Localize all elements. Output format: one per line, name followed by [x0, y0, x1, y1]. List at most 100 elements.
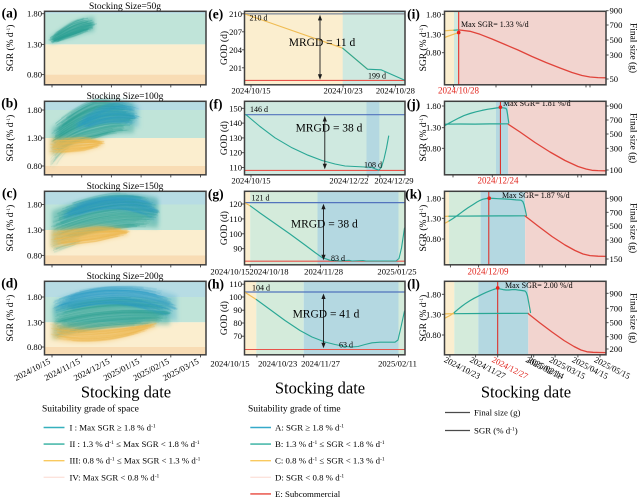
svg-text:Final size (g): Final size (g) [474, 408, 520, 418]
svg-text:1.80: 1.80 [426, 101, 441, 111]
svg-text:210: 210 [229, 9, 242, 19]
svg-text:MRGD = 38 d: MRGD = 38 d [296, 123, 363, 135]
svg-text:Final size (g): Final size (g) [628, 23, 638, 73]
svg-text:(i): (i) [407, 6, 420, 21]
svg-text:SGR (% d-1): SGR (% d-1) [5, 115, 16, 162]
svg-text:A: SGR ≥ 1.8 % d-1: A: SGR ≥ 1.8 % d-1 [275, 423, 344, 433]
svg-text:2024/10/28: 2024/10/28 [376, 86, 415, 96]
svg-text:110: 110 [229, 279, 242, 289]
svg-text:63 d: 63 d [339, 341, 353, 350]
svg-text:Max SGR= 2.00 %/d: Max SGR= 2.00 %/d [505, 281, 573, 290]
svg-text:2024/10/15: 2024/10/15 [210, 359, 249, 369]
svg-text:SGR (% d-1): SGR (% d-1) [418, 25, 429, 72]
svg-text:Stocking Size=50g: Stocking Size=50g [89, 2, 161, 12]
svg-text:2024/12/22: 2024/12/22 [329, 176, 368, 186]
svg-text:Stocking date: Stocking date [481, 382, 571, 401]
svg-text:900: 900 [610, 288, 623, 298]
svg-text:I : Max SGR ≥ 1.8 % d-1: I : Max SGR ≥ 1.8 % d-1 [70, 423, 156, 433]
svg-text:2024/10/23: 2024/10/23 [258, 359, 297, 369]
svg-text:0.80: 0.80 [27, 70, 42, 80]
svg-text:III: 0.8 % d-1 ≤ Max SGR < 1.3: III: 0.8 % d-1 ≤ Max SGR < 1.3 % d-1 [70, 456, 201, 466]
svg-text:0.80: 0.80 [27, 250, 42, 260]
svg-text:1.80: 1.80 [426, 289, 441, 299]
svg-text:Final size (g): Final size (g) [628, 203, 638, 253]
svg-text:2024/11/28: 2024/11/28 [304, 267, 343, 277]
svg-text:Max SGR= 1.87 %/d: Max SGR= 1.87 %/d [502, 191, 570, 200]
svg-text:GOD (d): GOD (d) [219, 211, 230, 245]
svg-text:SGR (% d-1): SGR (% d-1) [474, 426, 518, 436]
svg-text:2024/12/29: 2024/12/29 [374, 176, 413, 186]
svg-text:1.80: 1.80 [27, 105, 42, 115]
svg-text:GOD (d): GOD (d) [219, 121, 230, 155]
svg-text:2025/02/11: 2025/02/11 [378, 359, 417, 369]
svg-text:1.80: 1.80 [27, 200, 42, 210]
svg-text:SGR (% d-1): SGR (% d-1) [418, 295, 429, 342]
svg-text:1.30: 1.30 [426, 213, 441, 223]
svg-text:207: 207 [229, 27, 243, 37]
svg-text:SGR (% d-1): SGR (% d-1) [418, 115, 429, 162]
svg-text:120: 120 [229, 148, 242, 158]
svg-text:104 d: 104 d [252, 283, 270, 292]
svg-text:1.30: 1.30 [27, 39, 42, 49]
svg-text:2024/10/28: 2024/10/28 [438, 85, 480, 95]
svg-text:(j): (j) [407, 96, 421, 111]
svg-text:121 d: 121 d [252, 194, 270, 203]
svg-text:Stocking Size=200g: Stocking Size=200g [87, 272, 164, 282]
svg-text:100: 100 [229, 292, 242, 302]
svg-text:0.80: 0.80 [426, 234, 441, 244]
svg-text:204: 204 [229, 45, 243, 55]
svg-text:700: 700 [610, 115, 623, 125]
svg-text:Max SGR= 1.33 %/d: Max SGR= 1.33 %/d [461, 20, 529, 29]
svg-text:(l): (l) [407, 276, 420, 291]
svg-text:B: 1.3 % d-1 ≤ SGR < 1.8 % d-1: B: 1.3 % d-1 ≤ SGR < 1.8 % d-1 [275, 439, 385, 449]
svg-text:140: 140 [229, 118, 242, 128]
svg-text:SGR (% d-1): SGR (% d-1) [418, 205, 429, 252]
svg-text:(d): (d) [1, 275, 18, 290]
svg-text:0.80: 0.80 [27, 342, 42, 352]
svg-text:83 d: 83 d [331, 254, 345, 263]
svg-text:199 d: 199 d [368, 71, 386, 80]
svg-text:90: 90 [233, 244, 242, 254]
svg-text:0.80: 0.80 [27, 161, 42, 171]
svg-text:Stocking date: Stocking date [275, 379, 365, 398]
svg-text:110: 110 [229, 214, 242, 224]
svg-text:210 d: 210 d [250, 13, 268, 22]
svg-text:Stocking Size=150g: Stocking Size=150g [87, 182, 164, 192]
svg-text:1.80: 1.80 [426, 193, 441, 203]
svg-text:Max SGR= 1.81 %/d: Max SGR= 1.81 %/d [503, 99, 571, 108]
svg-text:(e): (e) [208, 6, 223, 21]
svg-text:500: 500 [610, 318, 623, 328]
svg-text:IV: Max SGR < 0.8 % d-1: IV: Max SGR < 0.8 % d-1 [70, 472, 160, 482]
svg-text:MRGD = 11 d: MRGD = 11 d [289, 37, 356, 49]
svg-text:(f): (f) [209, 96, 223, 111]
svg-text:1.80: 1.80 [426, 9, 441, 19]
svg-text:(b): (b) [1, 95, 18, 110]
svg-text:1.80: 1.80 [27, 9, 42, 19]
svg-text:SGR (% d-1): SGR (% d-1) [5, 25, 16, 72]
svg-text:900: 900 [610, 6, 623, 16]
svg-text:1.30: 1.30 [27, 225, 42, 235]
svg-text:100: 100 [610, 165, 623, 175]
svg-text:1.30: 1.30 [426, 309, 441, 319]
svg-text:Stocking Size=100g: Stocking Size=100g [87, 92, 164, 102]
svg-text:II : 1.3 % d-1 ≤ Max SGR < 1.8: II : 1.3 % d-1 ≤ Max SGR < 1.8 % d-1 [70, 439, 200, 449]
svg-text:D: SGR < 0.8 % d-1: D: SGR < 0.8 % d-1 [275, 472, 344, 482]
svg-text:2024/10/18: 2024/10/18 [249, 267, 288, 277]
svg-text:SGR (% d-1): SGR (% d-1) [5, 205, 16, 252]
svg-text:700: 700 [610, 207, 623, 217]
svg-text:300: 300 [610, 235, 623, 245]
svg-text:Suitability grade of time: Suitability grade of time [248, 404, 341, 415]
svg-text:500: 500 [610, 35, 623, 45]
svg-text:900: 900 [610, 193, 623, 203]
svg-text:1.30: 1.30 [426, 29, 441, 39]
svg-text:146 d: 146 d [250, 105, 268, 114]
svg-text:130: 130 [229, 133, 242, 143]
svg-text:MRGD = 41 d: MRGD = 41 d [293, 309, 360, 321]
svg-text:201: 201 [229, 63, 242, 73]
svg-text:2024/10/15: 2024/10/15 [231, 176, 270, 186]
svg-text:2024/12/24: 2024/12/24 [477, 175, 519, 185]
svg-text:50: 50 [610, 74, 619, 84]
svg-text:(k): (k) [405, 186, 422, 201]
svg-text:120: 120 [229, 199, 242, 209]
svg-text:1.30: 1.30 [426, 123, 441, 133]
